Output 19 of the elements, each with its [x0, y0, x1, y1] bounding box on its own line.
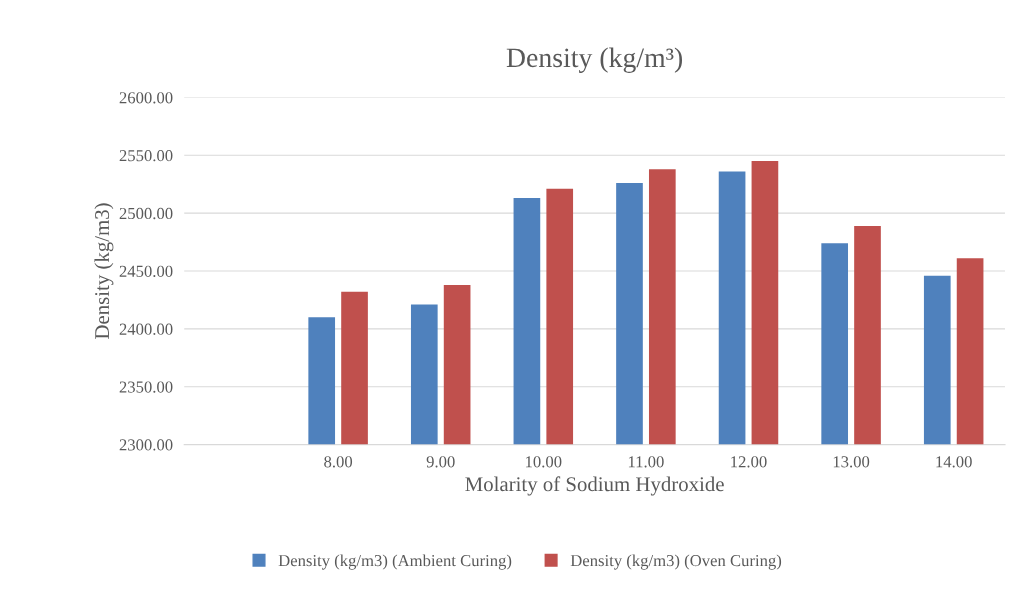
x-axis-title: Molarity of Sodium Hydroxide	[465, 476, 724, 496]
legend-label: Density (kg/m3) (Ambient Curing)	[278, 554, 512, 570]
x-tick-label: 12.00	[731, 456, 767, 468]
y-tick-label: 2500.00	[119, 207, 173, 220]
legend-label: Density (kg/m3) (Oven Curing)	[570, 554, 782, 570]
x-tick-label: 11.00	[628, 456, 664, 468]
y-tick-label: 2400.00	[119, 323, 173, 335]
x-tick-label: 8.00	[324, 456, 353, 468]
x-tick-label: 9.00	[426, 456, 455, 468]
x-tick-label: 10.00	[526, 456, 562, 468]
y-tick-label: 2600.00	[119, 92, 173, 104]
y-axis-title: Density (kg/m3)	[94, 203, 114, 339]
x-tick-label: 13.00	[833, 456, 870, 468]
x-tick-label: 14.00	[936, 456, 972, 468]
y-tick-label: 2350.00	[119, 381, 173, 393]
y-tick-label: 2450.00	[119, 265, 173, 278]
chart-title: Density (kg/m³)	[506, 47, 683, 73]
y-tick-label: 2550.00	[119, 149, 173, 162]
y-tick-label: 2300.00	[119, 439, 173, 451]
